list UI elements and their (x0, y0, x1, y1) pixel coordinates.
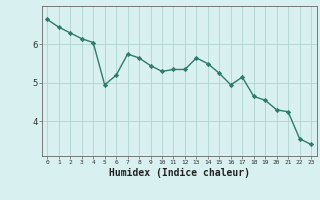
X-axis label: Humidex (Indice chaleur): Humidex (Indice chaleur) (109, 168, 250, 178)
